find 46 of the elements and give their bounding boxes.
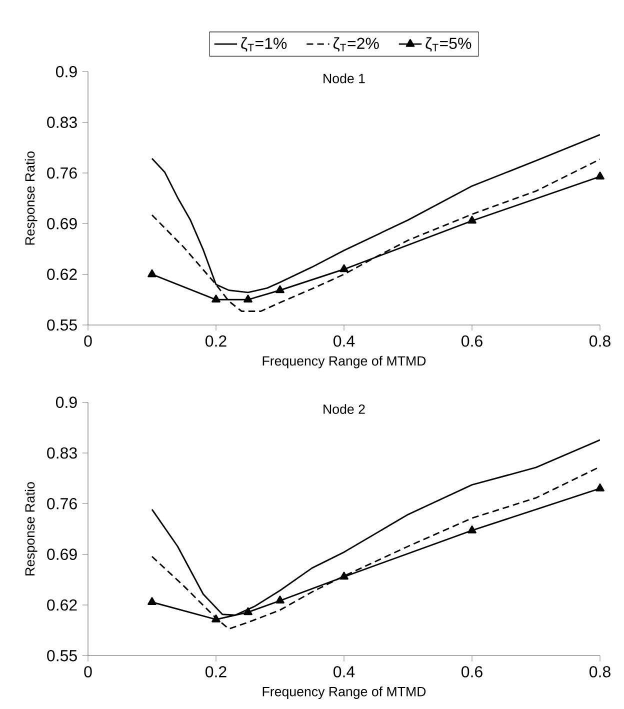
x-tick-label: 0.6 xyxy=(462,666,482,678)
point xyxy=(468,216,476,224)
y-tick-label: 0.76 xyxy=(47,498,77,510)
x-tick-label: 0.4 xyxy=(334,335,355,347)
y-tick-label: 0.9 xyxy=(56,66,77,78)
point xyxy=(212,614,220,622)
chart-title: Node 1 xyxy=(324,73,365,84)
y-tick-label: 0.62 xyxy=(47,268,77,280)
point xyxy=(468,525,476,534)
x-tick-label: 0.2 xyxy=(206,666,226,678)
point xyxy=(212,294,220,303)
point xyxy=(148,597,156,605)
y-axis-title: Response Ratio xyxy=(24,482,38,576)
y-tick-label: 0.62 xyxy=(47,599,77,611)
y-tick-label: 0.55 xyxy=(47,319,77,331)
y-tick-label: 0.69 xyxy=(47,218,77,230)
y-tick-label: 0.76 xyxy=(47,167,77,179)
point xyxy=(596,483,604,492)
point xyxy=(340,264,348,272)
point xyxy=(244,607,252,616)
x-tick-label: 0.8 xyxy=(590,666,610,678)
point xyxy=(340,572,348,580)
x-tick-label: 0.8 xyxy=(590,335,610,347)
legend-label: ζ$_{T}$=5% xyxy=(426,37,472,52)
y-tick-label: 0.55 xyxy=(47,650,77,662)
x-tick-label: 0.6 xyxy=(462,335,482,347)
x-tick-label: 0 xyxy=(84,666,92,678)
x-axis-title: Frequency Range of MTMD xyxy=(262,686,426,699)
chart-title: Node 2 xyxy=(324,404,365,414)
point xyxy=(148,269,156,278)
y-axis-title: Response Ratio xyxy=(24,151,38,245)
x-tick-label: 0.2 xyxy=(206,335,226,347)
x-tick-label: 0.4 xyxy=(334,666,355,678)
point xyxy=(244,294,252,303)
legend-label: ζ$_{T}$=1% xyxy=(241,37,287,52)
y-tick-label: 0.69 xyxy=(47,548,77,560)
y-tick-label: 0.83 xyxy=(47,116,77,128)
x-tick-label: 0 xyxy=(84,335,92,347)
point xyxy=(276,285,284,294)
point xyxy=(596,172,604,180)
line-series xyxy=(151,439,600,616)
y-tick-label: 0.9 xyxy=(56,396,77,408)
y-tick-label: 0.83 xyxy=(47,447,77,459)
x-axis-title: Frequency Range of MTMD xyxy=(262,356,426,368)
legend-label: ζ$_{T}$=2% xyxy=(333,37,379,52)
point xyxy=(276,596,284,604)
